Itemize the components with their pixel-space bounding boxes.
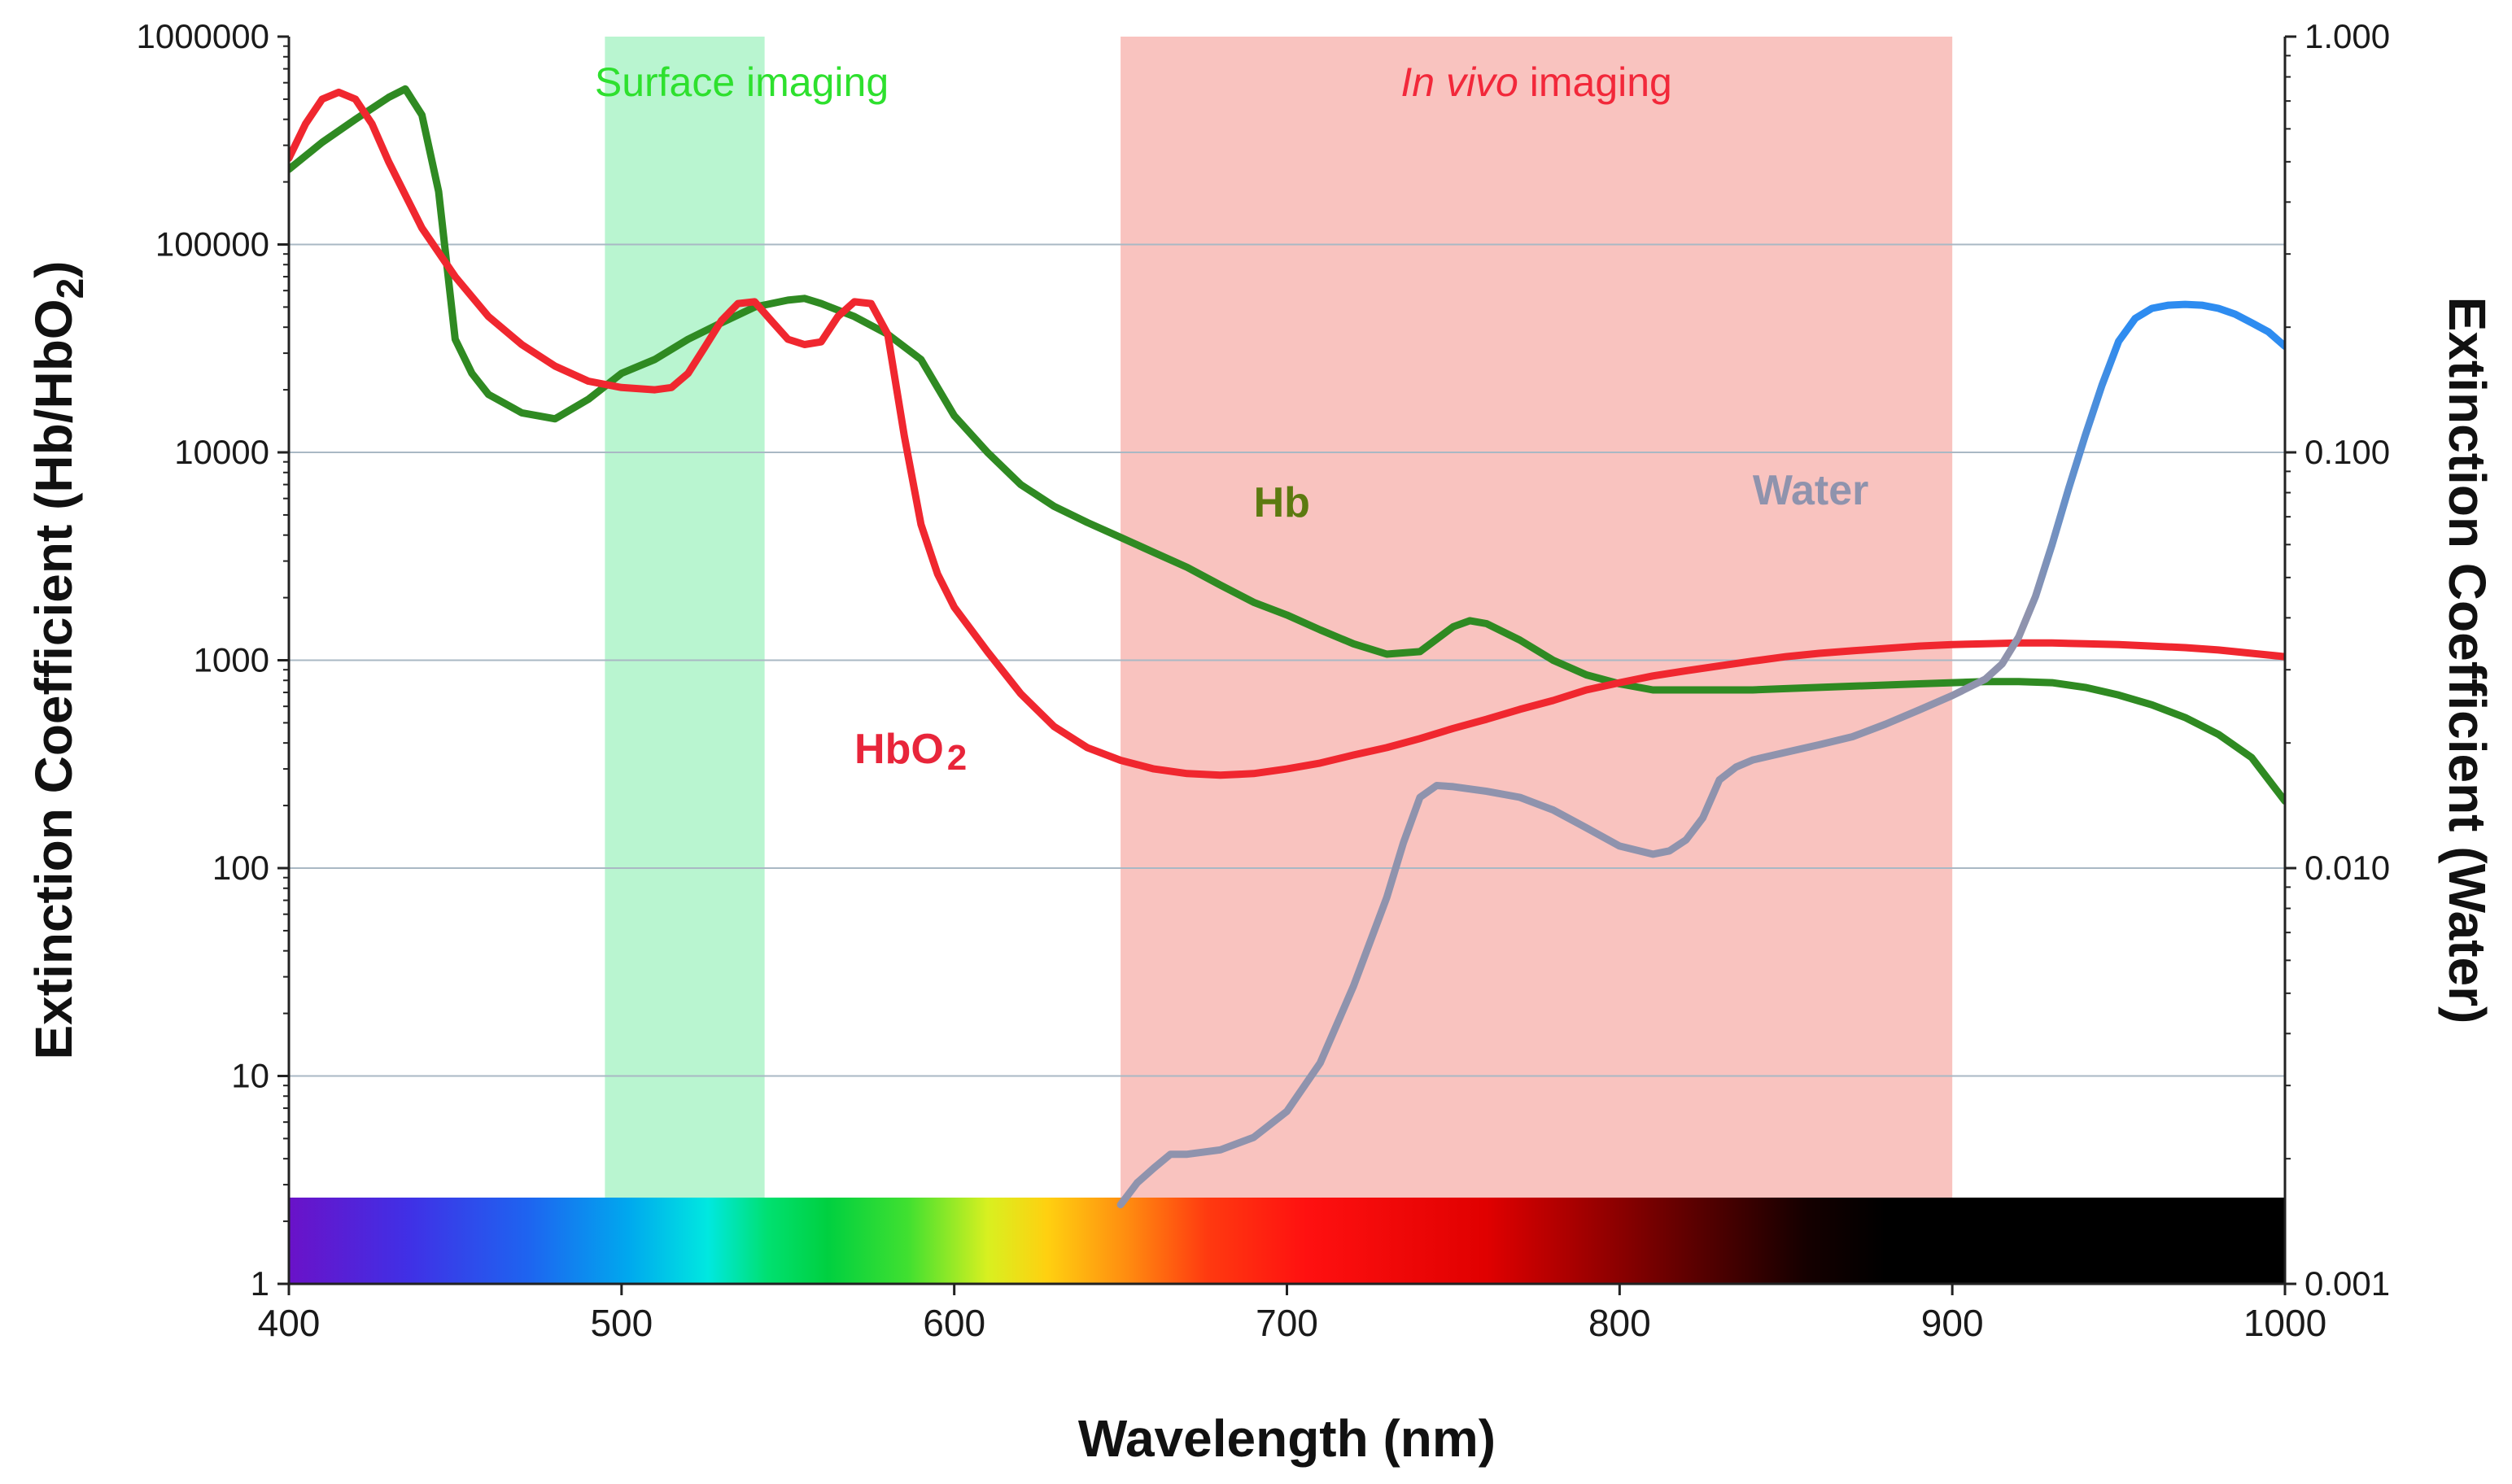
- left-tick-label: 100: [212, 849, 269, 887]
- x-tick-label: 400: [258, 1302, 321, 1344]
- gridlines: [289, 243, 2285, 1077]
- x-tick-label: 1000: [2243, 1302, 2326, 1344]
- right-tick-label: 1.000: [2304, 17, 2390, 55]
- x-tick-label: 900: [1921, 1302, 1984, 1344]
- in-vivo-imaging-label: In vivo imaging: [1400, 59, 1672, 105]
- series-line-water: [1116, 300, 2285, 1209]
- left-tick-label: 1: [251, 1264, 269, 1303]
- spectrum-gradient: [289, 1197, 2285, 1284]
- left-tick-label: 1000: [194, 641, 269, 679]
- x-tick-label: 800: [1588, 1302, 1651, 1344]
- left-tick-label: 1000000: [136, 17, 269, 55]
- surface-imaging-label: Surface imaging: [595, 59, 889, 105]
- x-axis-title: Wavelength (nm): [1078, 1409, 1496, 1468]
- x-tick-label: 700: [1256, 1302, 1318, 1344]
- x-tick-label: 500: [590, 1302, 653, 1344]
- x-tick-label: 600: [923, 1302, 985, 1344]
- annotations: Surface imaging In vivo imaging Hb HbO2 Wate…: [595, 59, 1869, 778]
- left-tick-label: 10000: [174, 433, 269, 471]
- right-tick-label: 0.100: [2304, 433, 2390, 471]
- left-y-axis-title: Extinction Coefficient (Hb/HbO2): [24, 261, 91, 1060]
- series-label-water: Water: [1753, 467, 1869, 514]
- axes: 1 10 100 1000 10000 100000 1000000 0.001 0.010 0.…: [24, 17, 2497, 1468]
- visible-spectrum-bar: [289, 1197, 2285, 1284]
- series-line-hb: [289, 85, 2285, 805]
- series-label-hb: Hb: [1254, 479, 1310, 526]
- series-line-hbo2: [289, 88, 2285, 779]
- data-series: [289, 85, 2285, 1209]
- right-tick-label: 0.001: [2304, 1264, 2390, 1303]
- series-label-hbo2: HbO2: [854, 726, 967, 778]
- left-tick-label: 100000: [155, 225, 269, 264]
- right-y-axis-title: Extinction Coefficient (Water): [2438, 297, 2497, 1024]
- left-tick-label: 10: [231, 1057, 269, 1095]
- right-tick-label: 0.010: [2304, 849, 2390, 887]
